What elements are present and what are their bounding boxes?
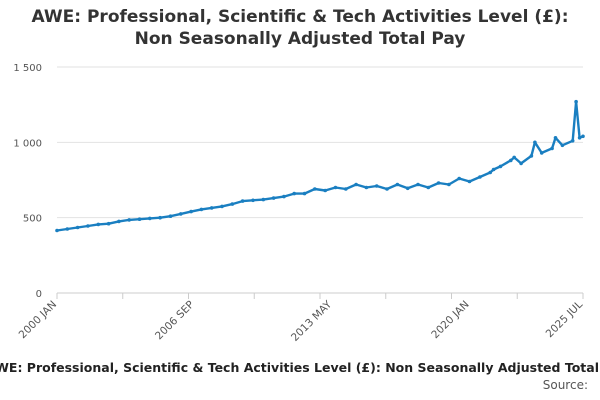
data-point[interactable] <box>282 194 286 199</box>
data-point[interactable] <box>491 167 496 172</box>
x-tick-label: 2020 JAN <box>429 299 471 341</box>
data-point[interactable] <box>519 161 523 166</box>
series-title-text: AWE: Professional, Scientific & Tech Act… <box>0 360 600 375</box>
data-point[interactable] <box>199 207 204 212</box>
y-tick-label: 500 <box>23 214 42 225</box>
data-point[interactable] <box>220 204 224 209</box>
data-point[interactable] <box>323 188 328 193</box>
data-point[interactable] <box>436 181 441 185</box>
x-tick-label: 2025 JUL <box>544 299 586 341</box>
grid-lines <box>57 66 583 219</box>
data-point[interactable] <box>127 218 131 222</box>
data-point[interactable] <box>75 225 80 230</box>
data-point[interactable] <box>550 146 554 151</box>
chart-title: AWE: Professional, Scientific & Tech Act… <box>0 6 600 50</box>
data-point[interactable] <box>251 198 255 203</box>
data-point[interactable] <box>574 99 578 104</box>
y-tick-label: 0 <box>36 289 42 300</box>
data-point[interactable] <box>189 209 193 214</box>
data-point[interactable] <box>55 228 59 233</box>
source-label: Source: <box>542 378 588 392</box>
data-point[interactable] <box>374 184 379 188</box>
data-point[interactable] <box>385 187 389 191</box>
data-point[interactable] <box>570 139 575 143</box>
data-point[interactable] <box>509 158 513 163</box>
data-point[interactable] <box>230 202 235 206</box>
data-point[interactable] <box>179 212 183 216</box>
series-total-pay <box>55 99 585 233</box>
data-point[interactable] <box>488 170 493 175</box>
data-point[interactable] <box>137 217 142 221</box>
series-title-footer: AWE: Professional, Scientific & Tech Act… <box>0 360 600 375</box>
x-axis <box>56 292 584 299</box>
data-point[interactable] <box>405 186 410 191</box>
data-point[interactable] <box>302 191 307 196</box>
data-point[interactable] <box>168 214 173 218</box>
data-point[interactable] <box>148 216 152 221</box>
data-point[interactable] <box>292 191 297 196</box>
data-point[interactable] <box>65 227 70 231</box>
data-point[interactable] <box>86 224 90 228</box>
data-point[interactable] <box>447 182 451 187</box>
data-point[interactable] <box>209 206 214 210</box>
data-point[interactable] <box>158 215 162 220</box>
data-point[interactable] <box>395 182 400 187</box>
data-point[interactable] <box>106 221 111 226</box>
data-point[interactable] <box>560 143 565 148</box>
data-point[interactable] <box>467 179 472 184</box>
data-point[interactable] <box>498 164 503 169</box>
y-axis-tick-labels: 0 500 1 000 1 500 <box>13 63 42 300</box>
chart-title-line-1: AWE: Professional, Scientific & Tech Act… <box>31 7 569 27</box>
data-point[interactable] <box>96 222 101 227</box>
data-point[interactable] <box>354 182 358 187</box>
data-point[interactable] <box>313 187 317 191</box>
data-point[interactable] <box>581 134 585 139</box>
x-tick-label: 2013 MAY <box>289 298 335 344</box>
data-point[interactable] <box>261 197 266 202</box>
series-line <box>56 100 584 232</box>
y-tick-label: 1 000 <box>13 138 42 149</box>
x-tick-label: 2000 JAN <box>17 299 59 341</box>
data-point[interactable] <box>577 136 582 140</box>
data-point[interactable] <box>344 187 348 191</box>
data-point[interactable] <box>512 155 516 160</box>
data-point[interactable] <box>416 182 420 187</box>
x-tick-label: 2006 SEP <box>153 299 197 343</box>
data-point[interactable] <box>364 185 369 190</box>
x-axis-tick-labels: 2000 JAN 2006 SEP 2013 MAY 2020 JAN 2025 JUL <box>17 298 586 344</box>
data-point[interactable] <box>457 176 462 181</box>
data-point[interactable] <box>478 175 482 179</box>
data-point[interactable] <box>333 185 338 190</box>
data-point[interactable] <box>553 136 558 140</box>
data-point[interactable] <box>240 199 245 203</box>
y-tick-label: 1 500 <box>13 63 42 74</box>
data-point[interactable] <box>271 196 276 200</box>
data-point[interactable] <box>529 154 534 158</box>
chart-title-line-2: Non Seasonally Adjusted Total Pay <box>134 29 466 49</box>
data-point[interactable] <box>426 185 431 190</box>
data-point[interactable] <box>533 140 537 145</box>
data-point[interactable] <box>539 151 544 155</box>
data-point[interactable] <box>117 219 121 224</box>
